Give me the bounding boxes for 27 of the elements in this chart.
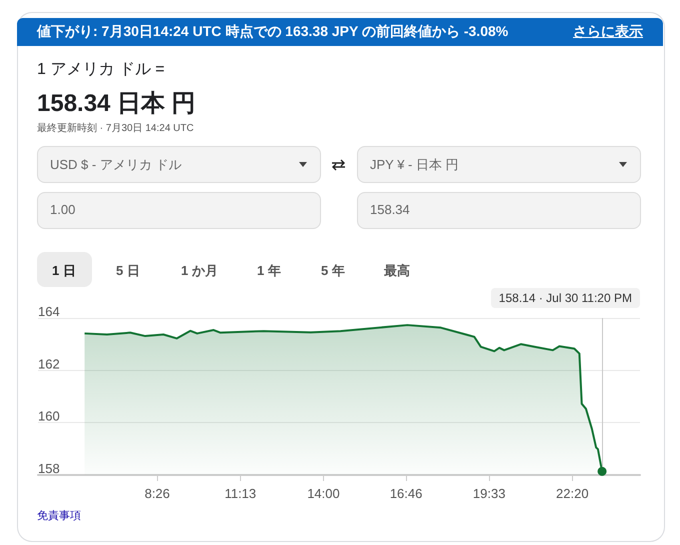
- text: 158.14 · Jul 30 11:20 PM: [490, 288, 640, 308]
- x-tick-label: 14:00: [307, 486, 340, 501]
- text: 5 年: [321, 262, 345, 280]
- x-tick-label: 8:26: [144, 486, 170, 501]
- text: USD $ - アメリカ ドル: [50, 156, 182, 174]
- y-tick-label: 160: [38, 408, 60, 424]
- text: 5 日: [116, 262, 140, 280]
- text: さらに表示: [573, 23, 643, 41]
- text: 1 アメリカ ドル =: [37, 60, 165, 80]
- y-tick-label: 158: [38, 461, 60, 476]
- text: 158.34: [370, 202, 410, 217]
- text: 値下がり: 7月30日14:24 UTC 時点での 163.38 JPY の前回終値から -3.08%: [37, 23, 508, 41]
- x-tick-label: 11:13: [224, 486, 256, 501]
- text: 最終更新時刻 · 7月30日 14:24 UTC: [37, 122, 194, 135]
- text: 最高: [384, 262, 410, 280]
- text: 1 年: [257, 262, 281, 280]
- x-tick-label: 19:33: [472, 486, 506, 501]
- text: 1.00: [50, 202, 76, 217]
- y-tick-label: 162: [38, 356, 60, 372]
- text: 1 日: [52, 262, 76, 280]
- x-tick-label: 22:20: [556, 486, 589, 501]
- text: 158.34 日本 円: [37, 89, 196, 119]
- text: JPY ¥ - 日本 円: [370, 156, 459, 174]
- text: 1 か月: [181, 262, 218, 280]
- y-tick-label: 164: [38, 304, 60, 319]
- text: 免責事項: [37, 509, 81, 523]
- x-tick-label: 16:46: [390, 486, 422, 501]
